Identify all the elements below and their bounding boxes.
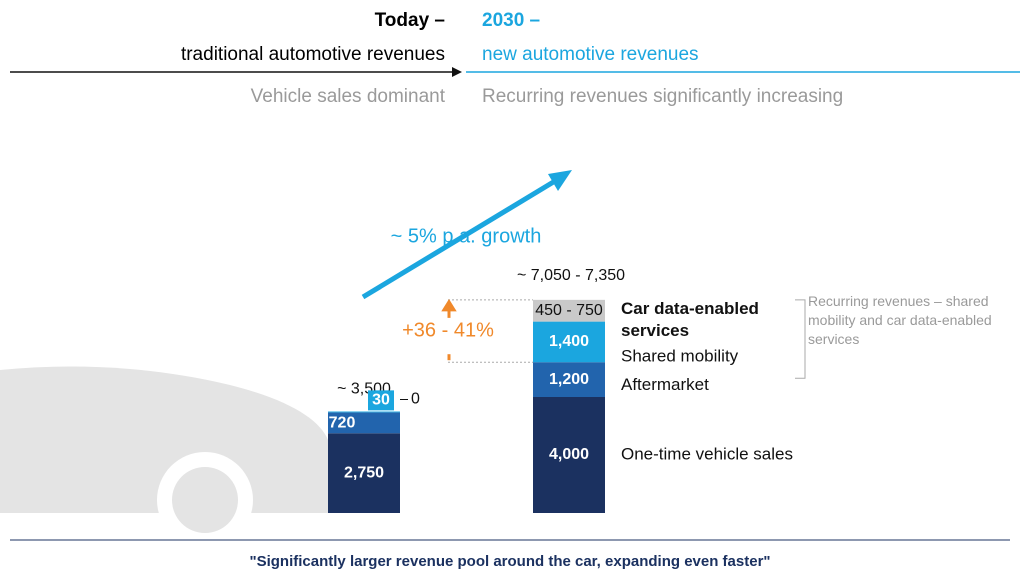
page: ~ 5% p.a. growth "Significantly larger r… xyxy=(0,0,1020,579)
car-wheel xyxy=(172,467,238,533)
future-subtitle: new automotive revenues xyxy=(482,44,699,66)
value-label: 4,000 xyxy=(549,446,589,463)
bar-segment xyxy=(328,412,400,413)
today-subtitle: traditional automotive revenues xyxy=(181,44,445,66)
value-label: 450 - 750 xyxy=(535,302,603,319)
series-label-box: Car data-enabled services xyxy=(621,298,796,348)
timeline-arrowhead xyxy=(452,67,462,77)
total-label: ~ 7,050 - 7,350 xyxy=(517,267,625,284)
future-note: Recurring revenues significantly increas… xyxy=(482,86,843,108)
series-label: Car data-enabled services xyxy=(621,298,796,342)
increase-arrow xyxy=(444,302,454,318)
value-label: 720 xyxy=(329,415,356,432)
today-title: Today – xyxy=(375,10,445,32)
footer-quote: "Significantly larger revenue pool aroun… xyxy=(249,553,770,570)
value-label: 1,400 xyxy=(549,333,589,350)
value-label: 2,750 xyxy=(344,464,384,481)
future-title: 2030 – xyxy=(482,10,540,32)
bracket-note: Recurring revenues – shared mobility and… xyxy=(808,292,993,349)
series-label: Aftermarket xyxy=(621,375,709,394)
value-label: 0 xyxy=(411,391,420,408)
series-label: Shared mobility xyxy=(621,347,739,366)
recurring-bracket xyxy=(795,300,805,378)
value-label: 30 xyxy=(372,392,390,409)
series-label: One-time vehicle sales xyxy=(621,444,793,463)
growth-label: ~ 5% p.a. growth xyxy=(391,225,542,247)
value-label: 1,200 xyxy=(549,371,589,388)
increase-label: +36 - 41% xyxy=(402,319,494,341)
today-note: Vehicle sales dominant xyxy=(251,86,445,108)
